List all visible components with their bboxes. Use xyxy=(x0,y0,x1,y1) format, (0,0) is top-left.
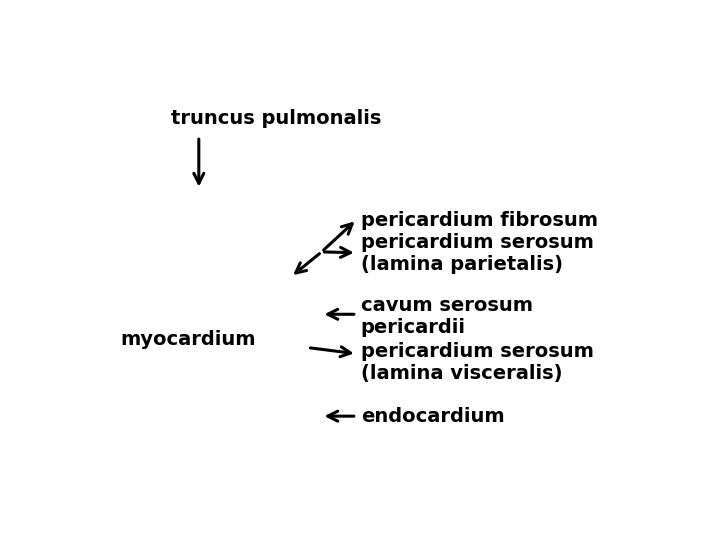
Text: pericardium serosum
(lamina parietalis): pericardium serosum (lamina parietalis) xyxy=(361,233,593,274)
Text: cavum serosum
pericardii: cavum serosum pericardii xyxy=(361,296,533,337)
Text: pericardium serosum
(lamina visceralis): pericardium serosum (lamina visceralis) xyxy=(361,342,593,383)
Text: truncus pulmonalis: truncus pulmonalis xyxy=(171,110,382,129)
Text: myocardium: myocardium xyxy=(121,330,256,349)
Text: endocardium: endocardium xyxy=(361,407,504,426)
Text: pericardium fibrosum: pericardium fibrosum xyxy=(361,211,598,230)
